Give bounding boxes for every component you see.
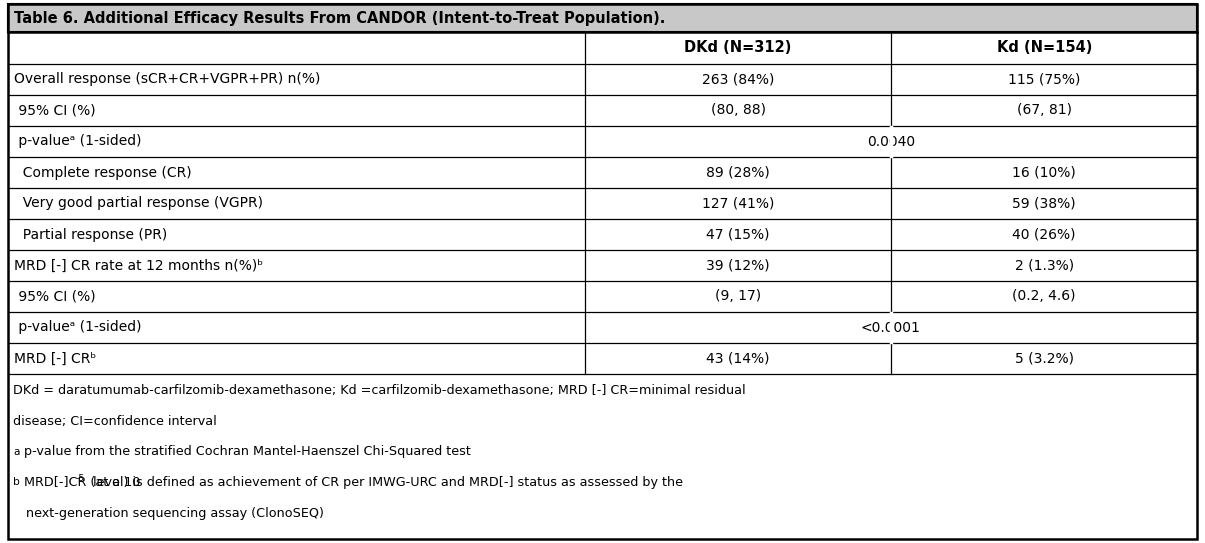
Bar — [8, 4, 1197, 32]
Text: 2 (1.3%): 2 (1.3%) — [1015, 258, 1074, 273]
Bar — [892, 95, 1197, 126]
Bar — [892, 312, 1197, 343]
Text: p-valueᵃ (1-sided): p-valueᵃ (1-sided) — [14, 320, 141, 334]
Bar — [584, 64, 892, 95]
Bar — [584, 95, 892, 126]
Bar — [8, 64, 584, 95]
Bar — [8, 126, 584, 157]
Text: (80, 88): (80, 88) — [711, 104, 765, 117]
Bar — [892, 32, 1197, 64]
Text: 95% CI (%): 95% CI (%) — [14, 289, 95, 304]
Text: next-generation sequencing assay (ClonoSEQ): next-generation sequencing assay (ClonoS… — [27, 507, 324, 520]
Text: 0.0040: 0.0040 — [866, 135, 915, 148]
Text: MRD[-]CR (at a 10: MRD[-]CR (at a 10 — [20, 476, 140, 489]
Bar — [584, 126, 892, 157]
Text: DKd = daratumumab-carfilzomib-dexamethasone; Kd =carfilzomib-dexamethasone; MRD : DKd = daratumumab-carfilzomib-dexamethas… — [13, 384, 746, 397]
Bar — [8, 32, 584, 64]
Bar — [892, 126, 1197, 157]
Text: 16 (10%): 16 (10%) — [1012, 166, 1076, 180]
Text: MRD [-] CR rate at 12 months n(%)ᵇ: MRD [-] CR rate at 12 months n(%)ᵇ — [14, 258, 263, 273]
Text: p-value from the stratified Cochran Mantel-Haenszel Chi-Squared test: p-value from the stratified Cochran Mant… — [20, 445, 471, 458]
Bar — [8, 374, 1197, 539]
Text: (9, 17): (9, 17) — [715, 289, 762, 304]
Bar — [584, 312, 892, 343]
Bar — [8, 219, 584, 250]
Bar — [892, 219, 1197, 250]
Bar — [8, 312, 584, 343]
Text: <0.0001: <0.0001 — [860, 320, 921, 334]
Bar — [584, 281, 892, 312]
Text: (67, 81): (67, 81) — [1017, 104, 1071, 117]
Bar — [584, 157, 892, 188]
Text: Complete response (CR): Complete response (CR) — [14, 166, 192, 180]
Text: a: a — [13, 447, 19, 457]
Text: 39 (12%): 39 (12%) — [706, 258, 770, 273]
Text: (0.2, 4.6): (0.2, 4.6) — [1012, 289, 1076, 304]
Bar — [584, 32, 892, 64]
Text: 115 (75%): 115 (75%) — [1009, 73, 1081, 86]
Bar — [584, 250, 892, 281]
Text: DKd (N=312): DKd (N=312) — [684, 41, 792, 55]
Text: Kd (N=154): Kd (N=154) — [997, 41, 1092, 55]
Text: -5: -5 — [76, 474, 84, 483]
Bar — [892, 157, 1197, 188]
Bar — [892, 343, 1197, 374]
Text: level) is defined as achievement of CR per IMWG-URC and MRD[-] status as assesse: level) is defined as achievement of CR p… — [89, 476, 683, 489]
Text: 89 (28%): 89 (28%) — [706, 166, 770, 180]
Bar — [8, 250, 584, 281]
Text: 127 (41%): 127 (41%) — [701, 197, 775, 211]
Text: MRD [-] CRᵇ: MRD [-] CRᵇ — [14, 351, 96, 365]
Text: 59 (38%): 59 (38%) — [1012, 197, 1076, 211]
Bar — [8, 281, 584, 312]
Bar — [892, 64, 1197, 95]
Text: disease; CI=confidence interval: disease; CI=confidence interval — [13, 415, 217, 428]
Text: b: b — [13, 477, 19, 488]
Text: Overall response (sCR+CR+VGPR+PR) n(%): Overall response (sCR+CR+VGPR+PR) n(%) — [14, 73, 321, 86]
Bar — [892, 250, 1197, 281]
Bar — [584, 188, 892, 219]
Text: 5 (3.2%): 5 (3.2%) — [1015, 351, 1074, 365]
Bar — [892, 188, 1197, 219]
Text: Partial response (PR): Partial response (PR) — [14, 228, 167, 242]
Text: p-valueᵃ (1-sided): p-valueᵃ (1-sided) — [14, 135, 141, 148]
Bar — [892, 281, 1197, 312]
Bar — [8, 188, 584, 219]
Bar — [8, 343, 584, 374]
Text: 95% CI (%): 95% CI (%) — [14, 104, 95, 117]
Text: Very good partial response (VGPR): Very good partial response (VGPR) — [14, 197, 263, 211]
Bar — [8, 157, 584, 188]
Text: Table 6. Additional Efficacy Results From CANDOR (Intent-to-Treat Population).: Table 6. Additional Efficacy Results Fro… — [14, 10, 665, 26]
Text: 40 (26%): 40 (26%) — [1012, 228, 1076, 242]
Text: 263 (84%): 263 (84%) — [701, 73, 775, 86]
Bar — [584, 343, 892, 374]
Bar — [8, 95, 584, 126]
Text: 43 (14%): 43 (14%) — [706, 351, 770, 365]
Text: 47 (15%): 47 (15%) — [706, 228, 770, 242]
Bar — [584, 219, 892, 250]
